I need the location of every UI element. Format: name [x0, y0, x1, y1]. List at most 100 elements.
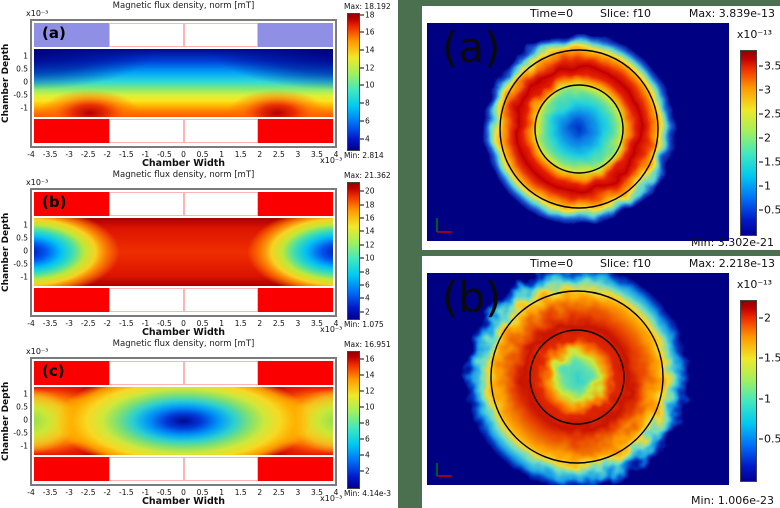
x-tick-label: -4: [27, 319, 35, 328]
colorbar-max-label: Max: 18.192: [344, 2, 391, 11]
colorbar-tick-label: 18: [360, 10, 375, 19]
time-label: Time=0: [530, 257, 574, 270]
colorbar-min-label: Min: 4.14e-3: [344, 489, 392, 498]
heatmap-field: [34, 218, 333, 286]
colorbar-tick-label: 3.5: [759, 60, 780, 73]
colorbar-tick-label: 2.5: [759, 108, 780, 121]
slice-heatmap: (b): [427, 273, 729, 485]
pole-gap-box: [108, 192, 184, 216]
panel-letter: (a): [442, 23, 501, 72]
y-tick-label: 0: [23, 77, 28, 87]
x-tick-label: -3.5: [42, 319, 58, 328]
colorbar-tick-label: 2: [759, 311, 771, 324]
colorbar: [740, 300, 757, 482]
colorbar-tick-label: 8: [360, 99, 370, 108]
x-axis-scale-label: x10⁻³: [320, 325, 343, 334]
y-tick-label: 0.5: [16, 402, 28, 412]
colorbar-min-label: Min: 1.075: [344, 320, 384, 329]
x-tick-label: 3: [295, 150, 301, 159]
magnet-block: [34, 457, 109, 481]
y-tick-label: -0.5: [13, 428, 28, 438]
top-magnet-row: (a): [34, 23, 333, 47]
outer-ring-outline: [490, 290, 664, 464]
x-tick-label: 1.5: [234, 150, 247, 159]
x-tick-label: -2: [103, 150, 111, 159]
x-tick-label: -4: [27, 150, 35, 159]
y-tick-label: -0.5: [13, 259, 28, 269]
colorbar-tick-label: 3: [759, 84, 771, 97]
x-tick-label: -1.5: [118, 488, 134, 497]
magnet-block: [34, 23, 109, 47]
outer-ring-outline: [499, 49, 659, 209]
y-axis-label: Chamber Depth: [1, 43, 11, 124]
colorbar-tick-label: 14: [360, 227, 375, 236]
colorbar-ticks: 20 18 16 14 12 10 8 6 4 2: [360, 182, 390, 318]
left-panel-b: Magnetic flux density, norm [mT] x10⁻³ C…: [0, 169, 398, 338]
x-axis-ticks: -4 -3.5 -3 -2.5 -2 -1.5 -1 -0.5 0 0.5 1 1.5 2 2.5 3 3.5…: [27, 150, 338, 159]
plot-frame: (a): [30, 19, 337, 148]
colorbar-tick-label: 6: [360, 116, 370, 125]
pole-gap-box: [108, 288, 184, 312]
left-panel-a: Magnetic flux density, norm [mT] x10⁻³ C…: [0, 0, 398, 169]
plot-title: Magnetic flux density, norm [mT]: [112, 170, 255, 180]
magnet-block: [258, 288, 333, 312]
colorbar-tick-label: 10: [360, 81, 375, 90]
colorbar-tick-label: 2: [759, 132, 771, 145]
colorbar: [347, 182, 360, 320]
pole-gap-box: [108, 23, 184, 47]
plot-frame: (c): [30, 357, 337, 486]
x-tick-label: -2.5: [80, 319, 96, 328]
y-axis-ticks: 1 0.5 0 -0.5 -1: [13, 387, 28, 453]
y-tick-label: 0.5: [16, 64, 28, 74]
colorbar-ticks: 2 1.5 1 0.5: [759, 300, 780, 480]
x-tick-label: 4: [333, 488, 339, 497]
colorbar-tick-label: 8: [360, 418, 370, 427]
x-tick-label: -1: [141, 319, 150, 328]
colorbar-tick-label: 1.5: [759, 156, 780, 169]
colorbar-tick-label: 16: [360, 213, 375, 222]
pole-gap-box: [108, 361, 184, 385]
colorbar-tick-label: 16: [360, 354, 375, 363]
x-tick-label: 3.5: [310, 319, 323, 328]
x-tick-label: -3.5: [42, 150, 58, 159]
y-axis-scale-label: x10⁻³: [26, 178, 49, 187]
colorbar-scale-label: x10⁻¹³: [736, 28, 772, 41]
x-tick-label: 0: [181, 488, 186, 497]
x-tick-label: 1: [219, 150, 225, 159]
pole-gap-box: [108, 457, 184, 481]
x-axis-scale-label: x10⁻³: [320, 156, 343, 165]
magnet-block: [258, 361, 333, 385]
x-tick-label: -2.5: [80, 150, 96, 159]
x-axis-label: Chamber Width: [141, 496, 226, 507]
inner-ring-outline: [534, 84, 624, 174]
y-axis-scale-label: x10⁻³: [26, 347, 49, 356]
plot-title: Magnetic flux density, norm [mT]: [112, 339, 255, 349]
left-panel-c: Magnetic flux density, norm [mT] x10⁻³ C…: [0, 338, 398, 508]
colorbar-ticks: 3.5 3 2.5 2 1.5 1 0.5: [759, 50, 780, 234]
min-value-label: Min: 3.302e-21: [691, 236, 774, 249]
magnet-block: [258, 192, 333, 216]
x-axis-label: Chamber Width: [141, 158, 226, 169]
panel-letter: (b): [42, 193, 67, 211]
right-panel-a: Time=0 Slice: f10 Max: 3.839e-13: [422, 6, 780, 250]
magnet-block: [258, 457, 333, 481]
x-tick-label: 0.5: [196, 150, 209, 159]
x-tick-label: -4: [27, 488, 35, 497]
colorbar-tick-label: 1: [759, 180, 771, 193]
magnet-block: [258, 23, 333, 47]
y-tick-label: 0: [23, 246, 28, 256]
x-tick-label: 1.5: [234, 488, 247, 497]
colorbar-max-label: Max: 16.951: [344, 340, 391, 349]
x-tick-label: 0.5: [196, 488, 209, 497]
colorbar-tick-label: 16: [360, 28, 375, 37]
x-tick-label: -0.5: [157, 150, 172, 159]
x-tick-label: 2.5: [272, 488, 285, 497]
colorbar-tick-label: 12: [360, 240, 375, 249]
y-axis-label: Chamber Depth: [1, 212, 11, 293]
pole-gap-box: [183, 119, 259, 143]
x-axis-ticks: -4 -3.5 -3 -2.5 -2 -1.5 -1 -0.5 0 0.5 1 1.5 2 2.5 3 3.5…: [27, 319, 338, 328]
slice-heatmap: (a): [427, 23, 729, 241]
x-tick-label: -2: [103, 488, 111, 497]
bottom-magnet-row: [34, 119, 333, 143]
x-tick-label: 1: [219, 488, 225, 497]
